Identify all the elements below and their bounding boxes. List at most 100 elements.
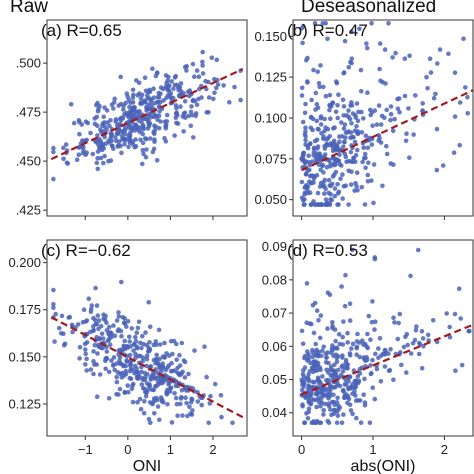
- data-point: [140, 333, 145, 339]
- data-point: [322, 177, 328, 183]
- trend-line-a: [50, 68, 244, 161]
- data-point: [349, 56, 355, 61]
- data-point: [82, 341, 88, 347]
- data-point: [303, 183, 309, 188]
- data-point: [160, 354, 166, 359]
- data-point: [311, 145, 317, 151]
- data-point: [336, 332, 342, 337]
- data-point: [334, 400, 340, 405]
- data-point: [206, 110, 211, 115]
- data-point: [420, 101, 426, 106]
- data-point: [307, 392, 313, 398]
- data-point: [95, 166, 101, 172]
- y-tick-label: 0.125: [8, 396, 41, 411]
- data-point: [146, 300, 151, 305]
- data-point: [382, 347, 388, 353]
- data-point: [452, 311, 458, 317]
- data-point: [144, 356, 150, 362]
- data-point: [127, 368, 133, 374]
- data-point: [152, 376, 158, 381]
- data-point: [416, 351, 422, 357]
- data-point: [336, 189, 342, 195]
- data-point: [355, 147, 360, 153]
- data-point: [106, 396, 112, 401]
- data-point: [76, 152, 82, 157]
- panel-b: 0.050 0.075 0.100 0.125 0.150 (b) R=0.47: [254, 19, 474, 220]
- data-point: [178, 396, 184, 401]
- data-point: [88, 306, 94, 312]
- data-point: [453, 368, 458, 374]
- data-point: [156, 327, 162, 333]
- data-point: [366, 160, 371, 165]
- data-point: [395, 336, 401, 342]
- data-point: [370, 123, 375, 128]
- data-point: [335, 380, 340, 386]
- data-point: [175, 112, 180, 118]
- data-point: [136, 319, 142, 325]
- data-point: [143, 88, 149, 94]
- data-point: [195, 399, 201, 404]
- data-point: [102, 120, 107, 125]
- data-point: [124, 359, 130, 364]
- data-point: [318, 122, 324, 127]
- data-point: [164, 351, 169, 356]
- data-point: [96, 342, 101, 348]
- data-point: [144, 363, 149, 369]
- data-point: [371, 162, 377, 167]
- data-point: [340, 172, 345, 177]
- y-tick-label: .450: [16, 154, 41, 169]
- data-point: [347, 318, 353, 323]
- data-point: [140, 376, 145, 381]
- data-point: [377, 336, 383, 341]
- data-point: [388, 112, 394, 117]
- data-point: [146, 345, 151, 351]
- data-point: [132, 370, 137, 376]
- data-point: [350, 247, 355, 253]
- data-point: [200, 49, 205, 55]
- data-point: [95, 123, 100, 129]
- data-point: [140, 140, 146, 146]
- data-point: [447, 324, 453, 330]
- data-point: [108, 330, 114, 336]
- data-point: [154, 70, 160, 75]
- data-point: [219, 414, 224, 420]
- points-b: [299, 21, 471, 207]
- data-point: [305, 416, 311, 421]
- data-point: [131, 381, 136, 387]
- data-point: [320, 162, 326, 168]
- data-point: [408, 273, 413, 279]
- data-point: [52, 339, 57, 344]
- data-point: [325, 326, 330, 331]
- data-point: [384, 151, 390, 157]
- data-point: [101, 160, 106, 166]
- data-point: [104, 349, 110, 354]
- data-point: [313, 202, 319, 207]
- data-point: [395, 106, 401, 111]
- data-point: [206, 79, 211, 85]
- data-point: [147, 324, 153, 330]
- data-point: [319, 202, 324, 207]
- data-point: [303, 129, 308, 134]
- data-point: [190, 61, 196, 67]
- data-point: [347, 301, 353, 307]
- data-point: [331, 126, 336, 131]
- data-point: [95, 133, 100, 138]
- y-tick-label: .425: [16, 203, 41, 218]
- data-point: [362, 376, 367, 382]
- data-point: [123, 368, 129, 374]
- data-point: [461, 36, 466, 41]
- data-point: [424, 74, 429, 80]
- data-point: [371, 200, 376, 206]
- data-point: [362, 400, 368, 405]
- data-point: [307, 167, 312, 173]
- data-point: [311, 153, 316, 158]
- data-point: [355, 129, 361, 134]
- data-point: [126, 144, 131, 150]
- data-point: [138, 340, 143, 346]
- data-point: [186, 371, 191, 377]
- data-point: [83, 351, 88, 357]
- data-point: [180, 413, 185, 418]
- data-point: [355, 374, 361, 379]
- data-point: [51, 149, 56, 155]
- data-point: [151, 114, 157, 120]
